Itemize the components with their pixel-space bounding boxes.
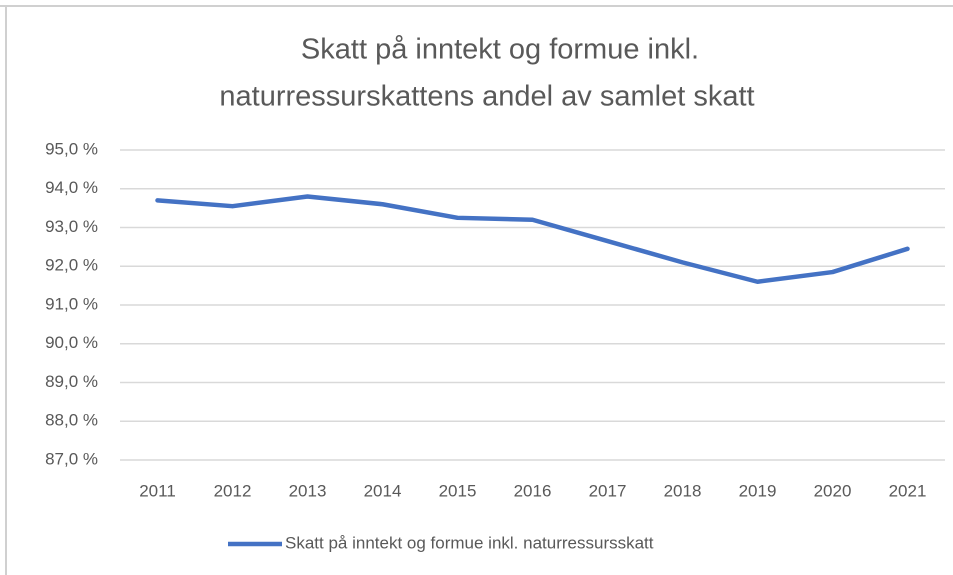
x-tick-label: 2016: [514, 481, 552, 500]
y-tick-label: 90,0 %: [45, 333, 98, 352]
legend-label: Skatt på inntekt og formue inkl. naturre…: [285, 533, 654, 552]
x-tick-label: 2012: [214, 481, 252, 500]
y-tick-label: 87,0 %: [45, 449, 98, 468]
x-tick-label: 2014: [364, 481, 402, 500]
y-tick-label: 89,0 %: [45, 372, 98, 391]
x-tick-label: 2013: [289, 481, 327, 500]
data-line: [155, 194, 910, 284]
chart-title: naturressurskattens andel av samlet skat…: [219, 81, 754, 113]
y-tick-label: 88,0 %: [45, 411, 98, 430]
y-tick-label: 94,0 %: [45, 178, 98, 197]
y-tick-label: 91,0 %: [45, 294, 98, 313]
y-tick-label: 93,0 %: [45, 217, 98, 236]
x-tick-label: 2018: [664, 481, 702, 500]
x-tick-label: 2020: [814, 481, 852, 500]
x-tick-label: 2021: [889, 481, 927, 500]
x-tick-label: 2017: [589, 481, 627, 500]
x-tick-label: 2015: [439, 481, 477, 500]
x-tick-label: 2011: [139, 481, 176, 500]
x-tick-label: 2019: [739, 481, 777, 500]
y-tick-label: 92,0 %: [45, 256, 98, 275]
chart-title: Skatt på inntekt og formue inkl.: [301, 34, 699, 66]
y-tick-label: 95,0 %: [45, 139, 98, 158]
